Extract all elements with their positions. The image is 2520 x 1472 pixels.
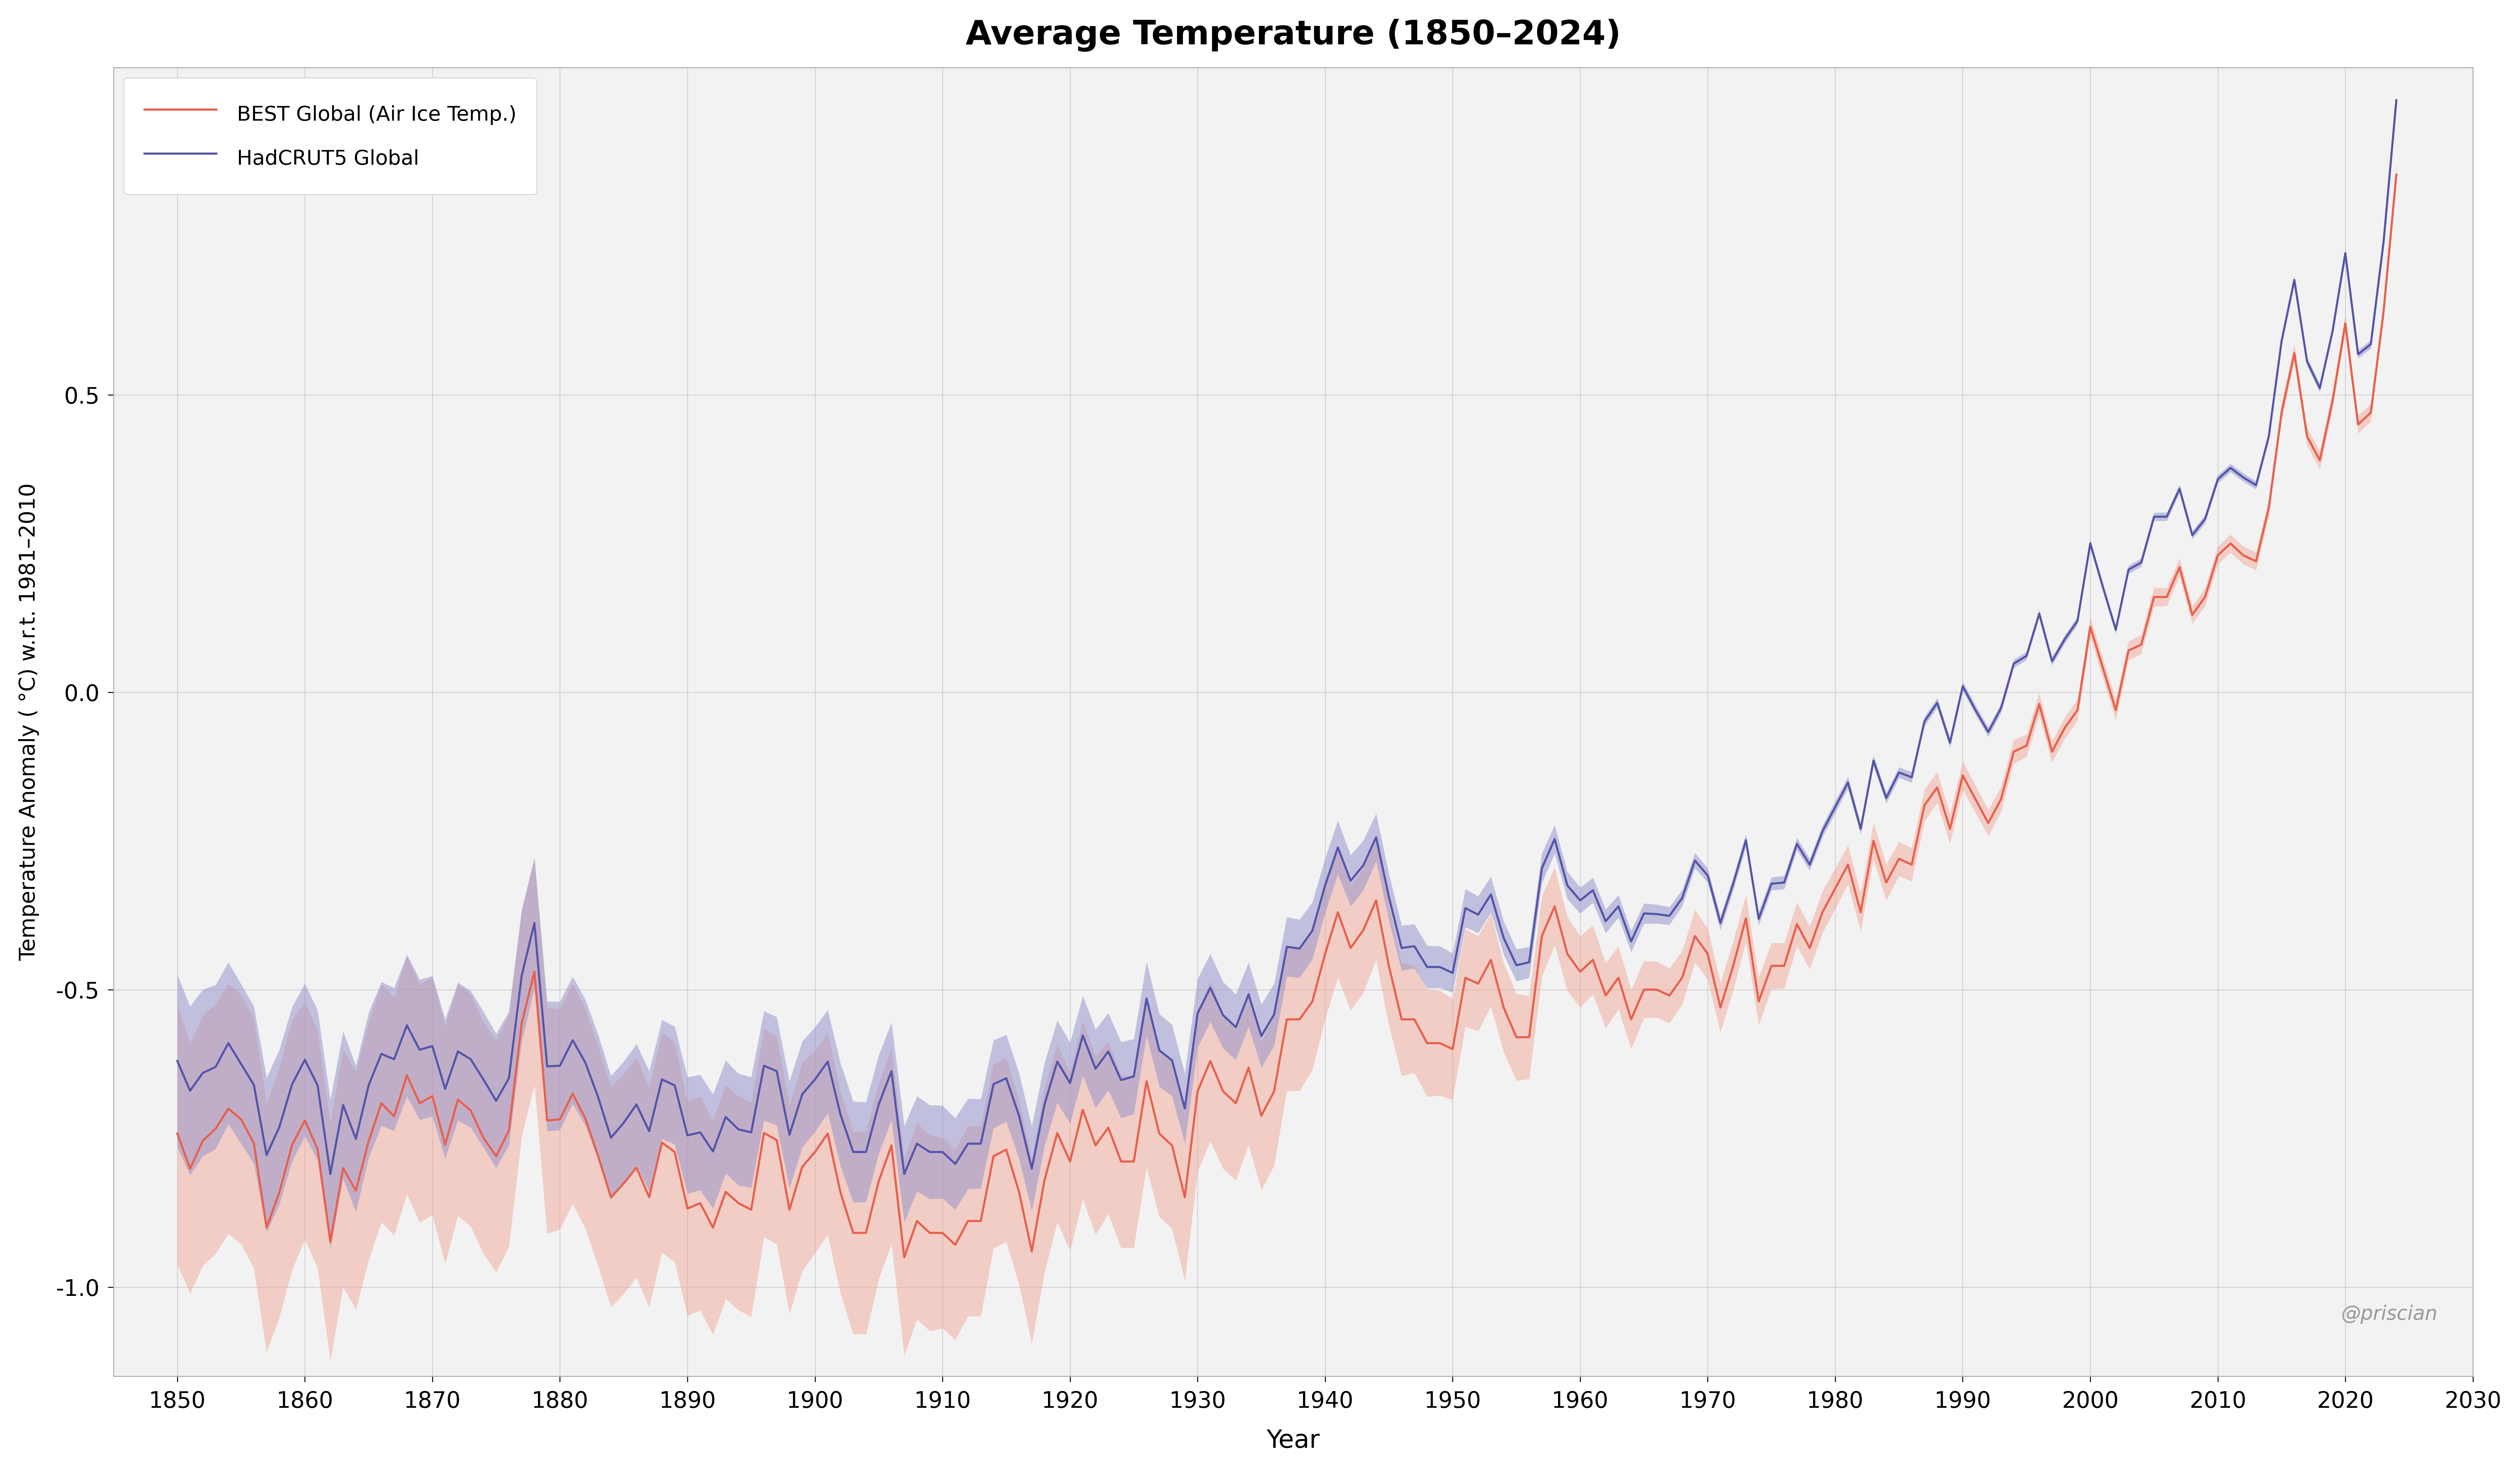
BEST Global (Air Ice Temp.) (1819, 880, 1850, 898)
HadCRUT5 Global (161, 1052, 192, 1070)
HadCRUT5 Global (953, 1135, 983, 1153)
BEST Global (Air Ice Temp.) (1628, 980, 1658, 998)
BEST Global (Air Ice Temp.) (340, 1182, 370, 1200)
BEST Global (Air Ice Temp.) (2049, 718, 2079, 736)
BEST Global (Air Ice Temp.) (953, 1211, 983, 1229)
BEST Global (Air Ice Temp.) (890, 1248, 920, 1266)
Legend: BEST Global (Air Ice Temp.), HadCRUT5 Global: BEST Global (Air Ice Temp.), HadCRUT5 Gl… (123, 78, 537, 194)
Y-axis label: Temperature Anomaly ( °C) w.r.t. 1981–2010: Temperature Anomaly ( °C) w.r.t. 1981–20… (18, 483, 40, 961)
BEST Global (Air Ice Temp.) (161, 1125, 192, 1142)
HadCRUT5 Global (1819, 798, 1850, 815)
HadCRUT5 Global (1628, 905, 1658, 923)
HadCRUT5 Global (2381, 91, 2412, 109)
Line: BEST Global (Air Ice Temp.): BEST Global (Air Ice Temp.) (176, 175, 2397, 1257)
HadCRUT5 Global (811, 1052, 842, 1070)
Line: HadCRUT5 Global: HadCRUT5 Global (176, 100, 2397, 1175)
X-axis label: Year: Year (1268, 1429, 1320, 1453)
Title: Average Temperature (1850–2024): Average Temperature (1850–2024) (965, 19, 1620, 52)
BEST Global (Air Ice Temp.) (2381, 166, 2412, 184)
HadCRUT5 Global (2049, 630, 2079, 648)
HadCRUT5 Global (353, 1076, 383, 1094)
Text: @priscian: @priscian (2341, 1304, 2437, 1323)
BEST Global (Air Ice Temp.) (799, 1144, 829, 1161)
HadCRUT5 Global (315, 1166, 345, 1183)
